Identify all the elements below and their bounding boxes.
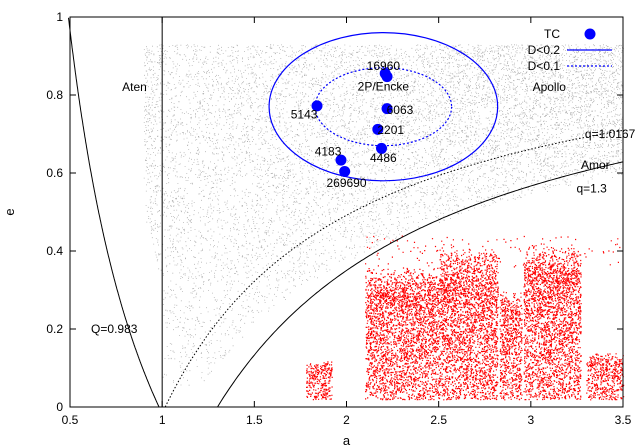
tc-point xyxy=(372,123,384,135)
region-label: Q=0.983 xyxy=(91,322,138,336)
x-tick-label: 1 xyxy=(159,413,166,427)
tc-label: 5143 xyxy=(291,108,318,122)
tc-points: 16960 2P/Encke 6063 5143 2201 4486 4183 269690 xyxy=(291,59,414,190)
x-tick-label: 3.5 xyxy=(615,413,632,427)
y-axis-label: e xyxy=(2,208,17,215)
tc-label: 2P/Encke xyxy=(358,79,410,93)
region-label: q=1.0167 xyxy=(585,127,636,141)
x-tick-label: 2 xyxy=(343,413,350,427)
region-label: Aten xyxy=(122,80,147,94)
tc-label: 16960 xyxy=(367,59,401,73)
x-tick-label: 2.5 xyxy=(430,413,447,427)
nea-background-points xyxy=(143,44,624,386)
curve-q-1-3 xyxy=(217,161,624,408)
tc-label: 4183 xyxy=(315,145,342,159)
tc-point xyxy=(335,154,347,166)
tc-point xyxy=(381,103,393,115)
y-tick-label: 0 xyxy=(56,400,63,414)
x-tick-label: 1.5 xyxy=(246,413,263,427)
circle-d-0-2 xyxy=(268,31,499,182)
legend-label: TC xyxy=(544,27,560,41)
legend-label: D<0.2 xyxy=(528,43,561,57)
legend: TC D<0.2 D<0.1 xyxy=(528,27,612,73)
main-belt-points xyxy=(306,235,625,401)
tc-point xyxy=(311,100,323,112)
nea-dots xyxy=(143,44,624,386)
legend-tc-marker xyxy=(584,28,596,40)
region-label: Apollo xyxy=(533,80,567,94)
axes: 0.5 1 1.5 2 2.5 3 3.5 0 0.2 0.4 0.6 0.8 1 a e xyxy=(2,10,632,448)
main-belt-dots xyxy=(306,235,625,401)
y-tick-label: 0.4 xyxy=(46,244,63,258)
tc-point xyxy=(376,142,388,154)
x-axis-label: a xyxy=(343,433,351,448)
tc-point xyxy=(339,165,351,177)
region-label: q=1.3 xyxy=(576,182,607,196)
region-labels: Aten Apollo Amor q=1.0167 q=1.3 Q=0.983 xyxy=(91,80,636,336)
y-tick-label: 0.8 xyxy=(46,88,63,102)
curve-Q-0-983 xyxy=(68,17,160,408)
tc-label: 269690 xyxy=(326,176,366,190)
boundary-curves xyxy=(68,17,624,408)
x-tick-label: 0.5 xyxy=(62,413,79,427)
tc-point xyxy=(381,71,393,83)
legend-label: D<0.1 xyxy=(528,59,561,73)
y-tick-label: 0.2 xyxy=(46,322,63,336)
y-tick-label: 1 xyxy=(56,10,63,24)
tc-label: 2201 xyxy=(377,123,404,137)
tc-label: 4486 xyxy=(370,151,397,165)
tc-label: 6063 xyxy=(387,103,414,117)
curve-q-1-0167 xyxy=(164,129,624,408)
region-label: Amor xyxy=(581,158,610,172)
y-tick-label: 0.6 xyxy=(46,166,63,180)
x-tick-label: 3 xyxy=(527,413,534,427)
